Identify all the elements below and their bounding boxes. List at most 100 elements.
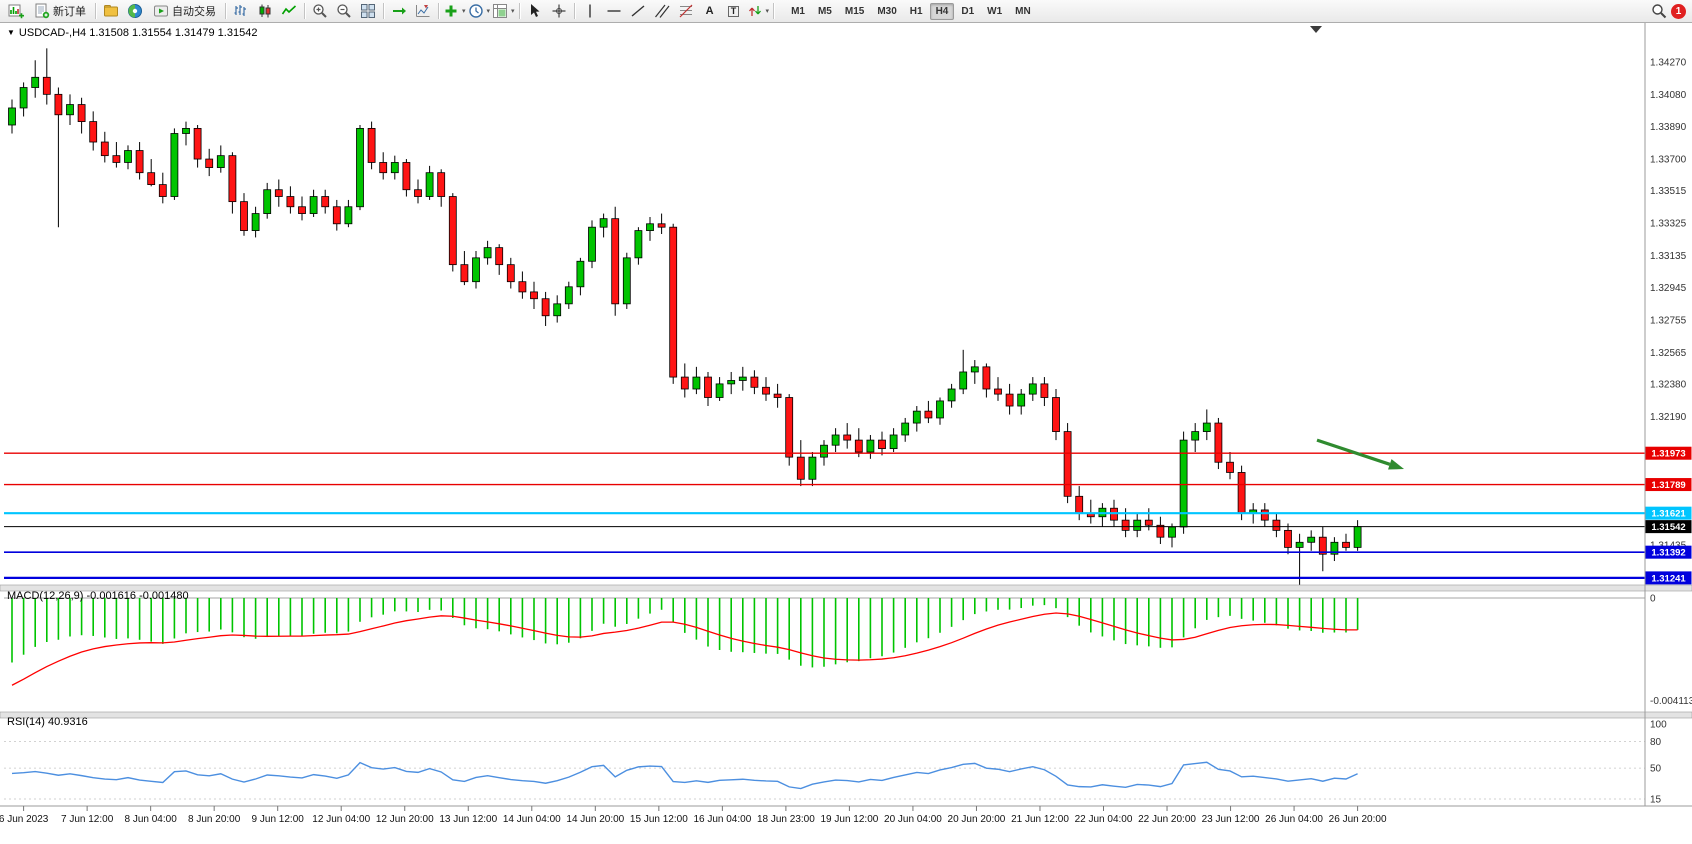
autotrading-label: 自动交易: [172, 6, 216, 18]
annotation-arrow[interactable]: [1316, 438, 1391, 466]
new-chart-button[interactable]: [4, 0, 28, 22]
cursor-button[interactable]: [523, 0, 547, 22]
timeframe-button-h1[interactable]: H1: [909, 5, 923, 17]
equidistant-channel-icon: [654, 4, 670, 18]
timeframe-button-m15[interactable]: M15: [844, 5, 865, 17]
dropdown-caret-icon: ▾: [486, 7, 491, 15]
time-axis-label: 19 Jun 12:00: [820, 814, 878, 825]
autotrading-button[interactable]: 自动交易: [147, 0, 222, 22]
new-order-button[interactable]: 新订单: [28, 0, 92, 22]
community-button[interactable]: [123, 0, 147, 22]
bar-chart-icon: [234, 5, 246, 16]
time-axis[interactable]: 6 Jun 2023 7 Jun 12:00 8 Jun 04:00 8 Jun 20…: [0, 806, 1387, 825]
chart-ohlc-values: 1.31508 1.31554 1.31479 1.31542: [89, 27, 258, 39]
chart-shift-marker[interactable]: [1310, 26, 1322, 33]
macd-values: -0.001616 -0.001480: [86, 590, 189, 602]
timeframe-button-h4[interactable]: H4: [929, 2, 955, 20]
line-chart-button[interactable]: [277, 0, 301, 22]
zoom-in-icon: [313, 4, 327, 18]
price-axis-label: 1.33325: [1650, 218, 1687, 229]
rsi-indicator-label: RSI(14) 40.9316: [7, 716, 88, 728]
macd-name: MACD(12,26,9): [7, 590, 84, 602]
price-axis-label: 1.33700: [1650, 155, 1687, 166]
timeframe-button-m1[interactable]: M1: [791, 5, 805, 17]
cursor-icon: [530, 4, 540, 17]
candlestick-chart-button[interactable]: [253, 0, 277, 22]
time-axis-label: 12 Jun 20:00: [376, 814, 434, 825]
search-icon[interactable]: [1651, 3, 1667, 19]
timeframe-button-w1[interactable]: W1: [987, 5, 1003, 17]
autotrading-icon: [154, 5, 168, 17]
panel-separator[interactable]: [0, 584, 1692, 592]
time-axis-label: 22 Jun 04:00: [1075, 814, 1133, 825]
timeframe-button-m5[interactable]: M5: [817, 5, 832, 17]
arrows-tool-button[interactable]: ▾: [746, 0, 771, 22]
axis-price-badge: [1645, 520, 1692, 534]
equidistant-channel-button[interactable]: [650, 0, 674, 22]
zoom-out-button[interactable]: [332, 0, 356, 22]
chart-shift-icon: [416, 5, 430, 17]
toolbar-separator: [304, 3, 305, 19]
chart-profiles-button[interactable]: [99, 0, 123, 22]
price-axis-label: 1.32380: [1650, 379, 1687, 390]
macd-axis-label: -0.004113: [1650, 696, 1692, 707]
chart-title: ▼ USDCAD-,H4 1.31508 1.31554 1.31479 1.31…: [7, 27, 257, 39]
price-axis-label: 1.34270: [1650, 57, 1687, 68]
toolbar-separator: [573, 3, 575, 19]
crosshair-button[interactable]: [547, 0, 571, 22]
macd-histogram: [11, 598, 1359, 668]
auto-scroll-button[interactable]: [387, 0, 411, 22]
rsi-name: RSI(14): [7, 716, 45, 728]
text-label-tool-button[interactable]: T: [722, 0, 746, 22]
indicators-plus-icon: [445, 5, 457, 17]
time-axis-label: 14 Jun 20:00: [566, 814, 624, 825]
timeframe-group: M1 M5 M15 M30 H1 H4 D1 W1 MN: [785, 2, 1037, 20]
time-axis-label: 26 Jun 20:00: [1329, 814, 1387, 825]
collapse-marker-icon[interactable]: ▼: [7, 28, 15, 37]
toolbar-separator: [518, 3, 520, 19]
annotation-arrow-head: [1388, 459, 1404, 470]
time-axis-label: 9 Jun 12:00: [252, 814, 305, 825]
time-axis-label: 8 Jun 04:00: [125, 814, 178, 825]
time-axis-label: 20 Jun 20:00: [948, 814, 1006, 825]
rsi-axis-label: 15: [1650, 795, 1662, 806]
timeframe-button-m30[interactable]: M30: [877, 5, 897, 17]
price-axis-label: 1.32945: [1650, 283, 1687, 294]
dropdown-caret-icon: ▾: [765, 7, 770, 15]
svg-text:1.31621: 1.31621: [1651, 509, 1686, 520]
timeframe-button-mn[interactable]: MN: [1015, 5, 1031, 17]
dropdown-caret-icon: ▾: [462, 7, 466, 15]
price-axis-label: 1.32565: [1650, 348, 1687, 359]
dropdown-caret-icon: ▾: [511, 7, 515, 15]
new-order-label: 新订单: [53, 6, 86, 18]
toolbar-separator: [438, 3, 439, 19]
chart-shift-button[interactable]: [411, 0, 435, 22]
auto-scroll-icon: [393, 7, 406, 15]
trendline-button[interactable]: [626, 0, 650, 22]
templates-icon: [493, 4, 508, 18]
price-axis-label: 1.33890: [1650, 122, 1687, 133]
vertical-line-icon: [588, 4, 591, 18]
text-tool-icon: A: [705, 4, 714, 17]
rsi-value: 40.9316: [47, 716, 88, 728]
periods-button[interactable]: ▾: [467, 0, 492, 22]
horizontal-line-button[interactable]: [602, 0, 626, 22]
timeframe-button-d1[interactable]: D1: [961, 5, 975, 17]
fibonacci-icon: [679, 4, 692, 18]
candlestick-chart-icon: [259, 4, 271, 18]
rsi-axis-label: 100: [1650, 720, 1667, 731]
indicators-button[interactable]: ▾: [442, 0, 467, 22]
trendline-icon: [631, 5, 644, 17]
fibonacci-button[interactable]: [674, 0, 698, 22]
tile-windows-button[interactable]: [356, 0, 380, 22]
templates-button[interactable]: ▾: [491, 0, 516, 22]
zoom-out-icon: [337, 4, 351, 18]
bar-chart-button[interactable]: [229, 0, 253, 22]
zoom-in-button[interactable]: [308, 0, 332, 22]
panel-separator[interactable]: [0, 711, 1692, 719]
vertical-line-button[interactable]: [578, 0, 602, 22]
text-tool-button[interactable]: A: [698, 0, 722, 22]
notification-badge[interactable]: 1: [1671, 3, 1686, 19]
price-level-lines: 1.31973 1.31789 1.31621 1.31542 1.31392 1.312…: [4, 446, 1692, 585]
